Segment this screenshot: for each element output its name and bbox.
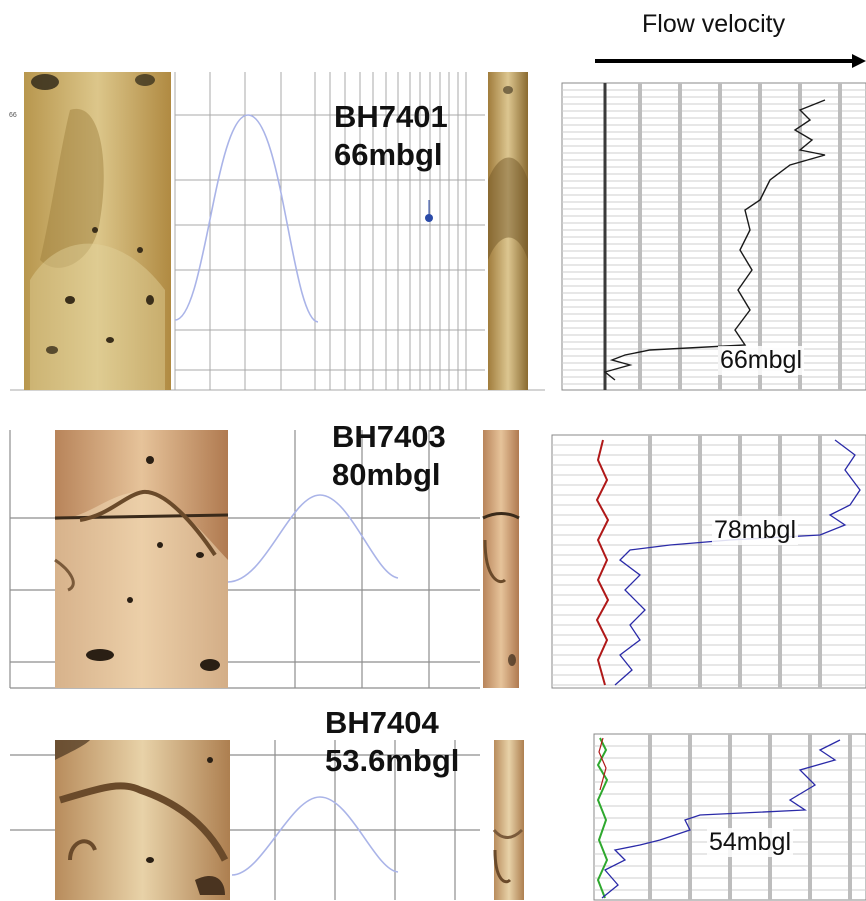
log-depth-label-bh7401: 66mbgl <box>718 346 804 375</box>
log-depth-label-bh7404: 54mbgl <box>707 828 793 857</box>
flow-log-bh7401 <box>561 82 866 391</box>
bh7403-label: BH7403 80mbgl <box>332 418 446 494</box>
sine-trace <box>174 114 319 323</box>
core-grid <box>10 72 545 391</box>
marker-dot <box>425 214 433 222</box>
borehole-depth: 53.6mbgl <box>325 743 460 778</box>
bh7401-label: BH7401 66mbgl <box>334 98 448 174</box>
red-trace <box>598 737 607 791</box>
arrow-head <box>852 54 866 68</box>
core-photo <box>55 740 230 900</box>
velocity-trace <box>603 99 826 381</box>
borehole-name: BH7403 <box>332 419 446 454</box>
flow-log-bh7404 <box>593 733 866 901</box>
core-strip <box>488 72 528 390</box>
flow-log-bh7403 <box>551 434 866 689</box>
borehole-depth: 66mbgl <box>334 137 443 172</box>
borehole-name: BH7401 <box>334 99 448 134</box>
core-photo <box>54 430 229 688</box>
panel-bh7401 <box>10 72 545 391</box>
core-strip <box>492 740 524 900</box>
panel-bh7404 <box>10 740 524 900</box>
log-depth-label-bh7403: 78mbgl <box>712 516 798 545</box>
core-photo <box>24 72 171 390</box>
blue-trace <box>614 439 861 686</box>
sine-trace <box>227 494 399 583</box>
borehole-name: BH7404 <box>325 705 439 740</box>
depth-tick-label: 66 <box>9 112 17 119</box>
panel-bh7403 <box>9 430 520 689</box>
borehole-depth: 80mbgl <box>332 457 441 492</box>
red-trace <box>595 439 610 686</box>
flow-velocity-title: Flow velocity <box>642 10 786 38</box>
bh7404-label: BH7404 53.6mbgl <box>325 704 459 780</box>
core-strip <box>482 430 520 688</box>
sine-trace <box>231 796 399 876</box>
blue-trace <box>601 739 841 899</box>
